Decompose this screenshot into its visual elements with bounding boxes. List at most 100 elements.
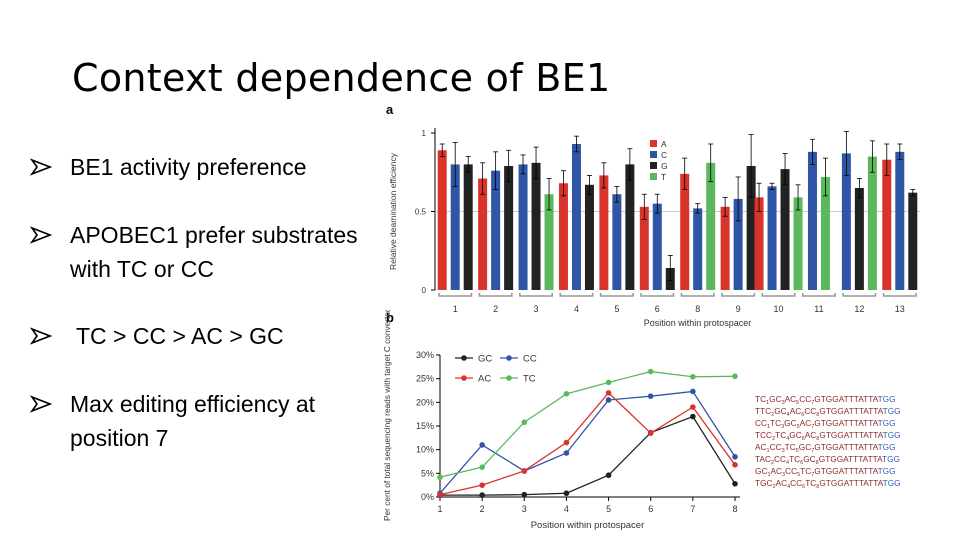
data-point <box>521 468 528 474</box>
data-point <box>479 442 485 448</box>
bar <box>450 164 460 290</box>
sequence-fragment: AC <box>771 466 783 476</box>
sequence-subscript: 4 <box>786 436 789 442</box>
x-tick-label: 11 <box>814 304 823 314</box>
bar <box>733 198 743 290</box>
sequence-subscript: 6 <box>801 412 804 418</box>
arrow-bullet-icon <box>29 387 70 455</box>
bar <box>437 150 447 290</box>
legend-label: CC <box>523 354 537 365</box>
y-tick-label: 15% <box>416 421 434 431</box>
sequence-subscript: 8 <box>816 484 819 490</box>
legend-marker <box>506 375 512 381</box>
bar <box>544 194 554 290</box>
bullet-text: BE1 activity preference <box>70 154 307 180</box>
bar <box>754 197 764 290</box>
sequence-fragment: TC <box>775 430 786 440</box>
x-tick-label: 9 <box>736 304 741 314</box>
bar <box>807 151 817 290</box>
x-tick-label: 3 <box>534 304 539 314</box>
bar <box>571 143 581 290</box>
x-tick-label: 6 <box>655 304 660 314</box>
x-axis-label: Position within protospacer <box>531 520 645 531</box>
bar <box>680 173 690 290</box>
sequence-subscript: 8 <box>816 436 819 442</box>
sequence-fragment: AC <box>755 442 767 452</box>
sequence-fragment: GTGGATTTATTA <box>819 478 883 488</box>
bar <box>746 165 756 290</box>
arrow-bullet-icon <box>29 150 70 185</box>
data-point <box>647 368 654 375</box>
x-tick-label: 3 <box>522 504 527 514</box>
series-line <box>439 391 736 496</box>
data-point <box>479 464 485 470</box>
sequence-fragment: TTC <box>755 406 771 416</box>
sequence-fragment: TGG <box>883 406 901 416</box>
legend-label: AC <box>478 374 491 385</box>
slide-title: Context dependence of BE1 <box>72 56 611 100</box>
bullet-text: Max editing efficiency at position 7 <box>70 387 315 455</box>
sequence-subscript: 6 <box>802 484 805 490</box>
sequence-subscript: 7 <box>811 448 814 454</box>
x-tick-label: 7 <box>690 504 695 514</box>
sequence-fragment: TGG <box>883 478 901 488</box>
bar <box>463 164 473 290</box>
sequence-subscript: 7 <box>811 472 814 478</box>
sequence-fragment: TC <box>770 418 781 428</box>
data-point <box>479 492 485 498</box>
data-point <box>605 472 612 479</box>
y-axis-label: Relative deamination efficiency <box>388 152 398 270</box>
sequence-subscript: 3 <box>782 400 785 406</box>
legend-label: TC <box>523 374 536 385</box>
y-tick-label: 20% <box>416 397 434 407</box>
sequence-fragment: TC <box>800 466 811 476</box>
sequence-row: CC1TC3GC5AC7GTGGATTTATTATGG <box>755 418 896 430</box>
sequence-fragment: TGG <box>878 442 896 452</box>
data-point <box>521 419 528 426</box>
legend-label: A <box>661 139 667 149</box>
sequence-subscript: 5 <box>796 400 799 406</box>
series-line <box>440 415 736 496</box>
y-axis-label: Per cent of total sequencing reads with … <box>382 310 392 521</box>
sequence-subscript: 2 <box>771 460 774 466</box>
group-bracket <box>519 293 554 297</box>
group-bracket <box>680 293 715 297</box>
bar <box>908 192 918 290</box>
bullet-line: position 7 <box>70 425 169 451</box>
sequence-subscript: 6 <box>802 436 805 442</box>
sequence-row: TAC2CC4TC6GC8GTGGATTTATTATGG <box>755 454 900 466</box>
sequence-fragment: GC <box>755 466 767 476</box>
bullet-text: APOBEC1 prefer substrates with TC or CC <box>70 218 358 286</box>
group-bracket <box>882 293 917 297</box>
x-tick-label: 8 <box>695 304 700 314</box>
sequence-subscript: 7 <box>811 424 814 430</box>
legend-marker <box>461 355 467 361</box>
sequence-subscript: 5 <box>797 472 800 478</box>
panel-label: a <box>386 102 394 117</box>
data-point <box>437 474 443 480</box>
x-tick-label: 5 <box>614 304 619 314</box>
sequence-subscript: 8 <box>816 412 819 418</box>
sequence-fragment: CC <box>790 478 802 488</box>
group-bracket <box>599 293 634 297</box>
data-point <box>479 482 485 488</box>
sequence-fragment: GC <box>774 406 786 416</box>
sequence-fragment: GTGGATTTATTA <box>819 430 883 440</box>
data-point <box>563 391 570 397</box>
group-bracket <box>640 293 675 297</box>
bullet-text: TC > CC > AC > GC <box>70 323 284 349</box>
x-axis-label: Position within protospacer <box>644 318 752 328</box>
sequence-fragment: AC <box>776 478 788 488</box>
sequence-fragment: GC <box>799 442 811 452</box>
sequence-subscript: 4 <box>787 412 790 418</box>
bar <box>612 194 622 290</box>
bar <box>767 186 777 290</box>
sequence-subscript: 8 <box>816 460 819 466</box>
y-tick-label: 1 <box>422 129 427 138</box>
sequence-fragment: TGG <box>878 394 896 404</box>
sequence-fragment: GTGGATTTATTA <box>814 442 878 452</box>
bullet-line: Max editing efficiency at <box>70 391 316 417</box>
bar <box>491 170 501 290</box>
